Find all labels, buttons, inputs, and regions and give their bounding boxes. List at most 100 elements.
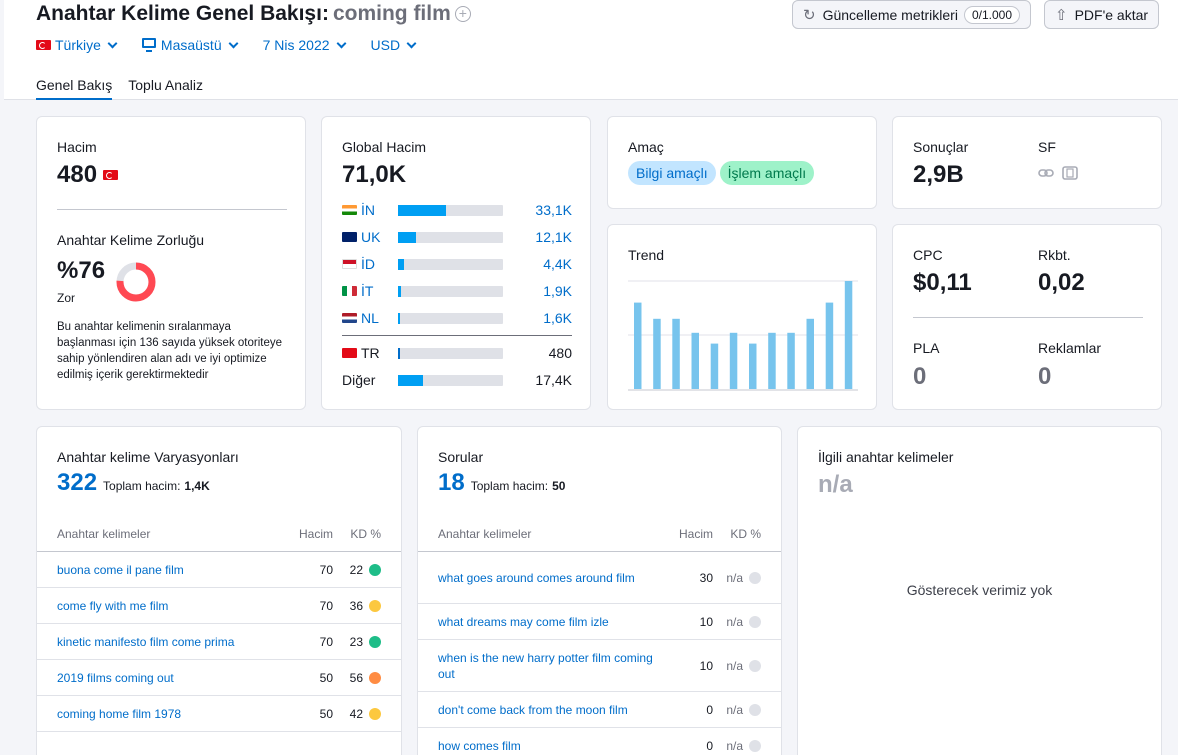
questions-total-value: 50 — [552, 479, 566, 493]
country-select[interactable]: Türkiye — [36, 37, 118, 53]
keyword-link[interactable]: coming home film 1978 — [57, 706, 182, 721]
questions-count[interactable]: 18 — [438, 469, 465, 496]
global-volume-value: 71,0K — [342, 161, 407, 188]
kd-indicator-dot — [369, 707, 381, 720]
volume-share-fill — [398, 285, 402, 297]
trend-bar[interactable] — [787, 332, 795, 389]
country-volume[interactable]: 33,1K — [535, 202, 572, 218]
col-keywords[interactable]: Anahtar kelimeler — [57, 526, 151, 541]
video-icon[interactable] — [1062, 166, 1078, 180]
country-code[interactable]: NL — [361, 310, 379, 326]
col-keywords[interactable]: Anahtar kelimeler — [438, 526, 532, 541]
currency-label: USD — [370, 37, 401, 53]
volume-share-bar — [398, 231, 503, 243]
trend-bar[interactable] — [768, 332, 776, 389]
keyword-difficulty: n/a — [721, 703, 781, 717]
kd-value: n/a — [726, 658, 743, 673]
tab-overview[interactable]: Genel Bakış — [36, 77, 113, 100]
intent-tag-informational: Bilgi amaçlı — [628, 161, 716, 185]
keyword-difficulty: 23 — [341, 635, 401, 649]
country-code[interactable]: İT — [361, 283, 374, 299]
date-select[interactable]: 7 Nis 2022 — [262, 37, 346, 53]
questions-table: Anahtar kelimeler Hacim KD % what goes a… — [418, 516, 781, 755]
ads-label: Reklamlar — [1038, 340, 1102, 356]
volume-share-bar — [398, 374, 503, 386]
update-count-badge: 0/1.000 — [963, 5, 1020, 24]
keyword-link[interactable]: come fly with me film — [57, 598, 169, 613]
trend-bar[interactable] — [634, 302, 642, 389]
tab-bulk-analysis[interactable]: Toplu Analiz — [128, 77, 203, 93]
trend-bar[interactable] — [729, 332, 738, 389]
results-label: Sonuçlar — [913, 139, 969, 155]
cpc-value: $0,11 — [913, 269, 972, 296]
kd-indicator-dot — [749, 703, 761, 716]
keyword-link[interactable]: what goes around comes around film — [438, 570, 635, 585]
questions-count-row: 18 Toplam hacim: 50 — [438, 469, 565, 497]
country-code[interactable]: İD — [361, 256, 375, 272]
country-flag-icon — [342, 259, 357, 269]
related-value: n/a — [818, 471, 853, 498]
country-flag-icon — [342, 348, 357, 358]
volume-share-bar — [398, 204, 503, 216]
date-label: 7 Nis 2022 — [262, 37, 330, 53]
country-row: İD 4,4K — [342, 255, 572, 273]
keyword-volume: 10 — [699, 658, 713, 673]
kd-indicator-dot — [749, 739, 761, 752]
volume-share-fill — [398, 312, 401, 324]
global-volume-card: Global Hacim 71,0K İN 33,1K UK 12,1K İD 4,4K İ… — [321, 116, 591, 410]
trend-bar[interactable] — [691, 332, 700, 389]
country-row: İT 1,9K — [342, 282, 572, 300]
device-label: Masaüstü — [160, 37, 222, 53]
keyword-link[interactable]: 2019 films coming out — [57, 670, 174, 685]
trend-bar[interactable] — [844, 281, 853, 389]
country-volume[interactable]: 4,4K — [543, 256, 572, 272]
export-pdf-label: PDF'e aktar — [1074, 6, 1149, 23]
export-pdf-button[interactable]: ⇧ PDF'e aktar — [1044, 0, 1160, 29]
keyword-volume: 70 — [319, 598, 333, 613]
table-header: Anahtar kelimeler Hacim KD % — [37, 516, 401, 552]
kd-indicator-dot — [369, 563, 381, 576]
country-flag-icon — [342, 286, 357, 296]
link-icon[interactable] — [1038, 167, 1054, 179]
keyword-difficulty: n/a — [721, 615, 781, 629]
col-kd[interactable]: KD % — [730, 526, 761, 541]
country-code: Diğer — [342, 372, 376, 388]
volume-share-bar — [398, 312, 503, 324]
divider — [57, 209, 287, 210]
col-kd[interactable]: KD % — [350, 526, 381, 541]
keyword-link[interactable]: don't come back from the moon film — [438, 702, 628, 717]
country-code[interactable]: İN — [361, 202, 375, 218]
update-metrics-label: Güncelleme metrikleri — [822, 6, 958, 23]
turkey-flag-icon — [36, 40, 51, 50]
questions-title: Sorular — [438, 449, 484, 465]
add-keyword-icon[interactable]: + — [454, 6, 471, 22]
trend-bar[interactable] — [653, 318, 661, 389]
keyword-link[interactable]: kinetic manifesto film come prima — [57, 634, 235, 649]
country-code[interactable]: UK — [361, 229, 381, 245]
keyword-link[interactable]: how comes film — [438, 738, 521, 753]
keyword-link[interactable]: when is the new harry potter film coming… — [438, 650, 653, 681]
update-metrics-button[interactable]: ↻ Güncelleme metrikleri 0/1.000 — [792, 0, 1031, 29]
currency-select[interactable]: USD — [370, 37, 417, 53]
country-volume[interactable]: 12,1K — [535, 229, 572, 245]
trend-label: Trend — [628, 247, 665, 263]
variations-count[interactable]: 322 — [57, 469, 98, 496]
keyword-link[interactable]: buona come il pane film — [57, 562, 184, 577]
table-row: what goes around comes around film 30 n/a — [418, 552, 781, 604]
device-select[interactable]: Masaüstü — [141, 37, 239, 53]
trend-bar[interactable] — [710, 343, 719, 389]
col-volume[interactable]: Hacim — [678, 526, 713, 541]
country-volume[interactable]: 1,9K — [543, 283, 572, 299]
trend-bar[interactable] — [672, 318, 680, 389]
country-flag-icon — [342, 313, 357, 323]
trend-bar[interactable] — [749, 343, 757, 389]
keyword-link[interactable]: what dreams may come film izle — [438, 614, 609, 629]
volume-share-fill — [398, 204, 447, 216]
country-volume[interactable]: 1,6K — [543, 310, 572, 326]
col-volume[interactable]: Hacim — [298, 526, 333, 541]
trend-bar[interactable] — [825, 302, 834, 389]
trend-bar[interactable] — [806, 318, 815, 389]
keyword-volume: 30 — [699, 570, 713, 585]
volume-share-fill — [398, 231, 416, 243]
tab-bar: Genel Bakış Toplu Analiz — [36, 77, 203, 100]
